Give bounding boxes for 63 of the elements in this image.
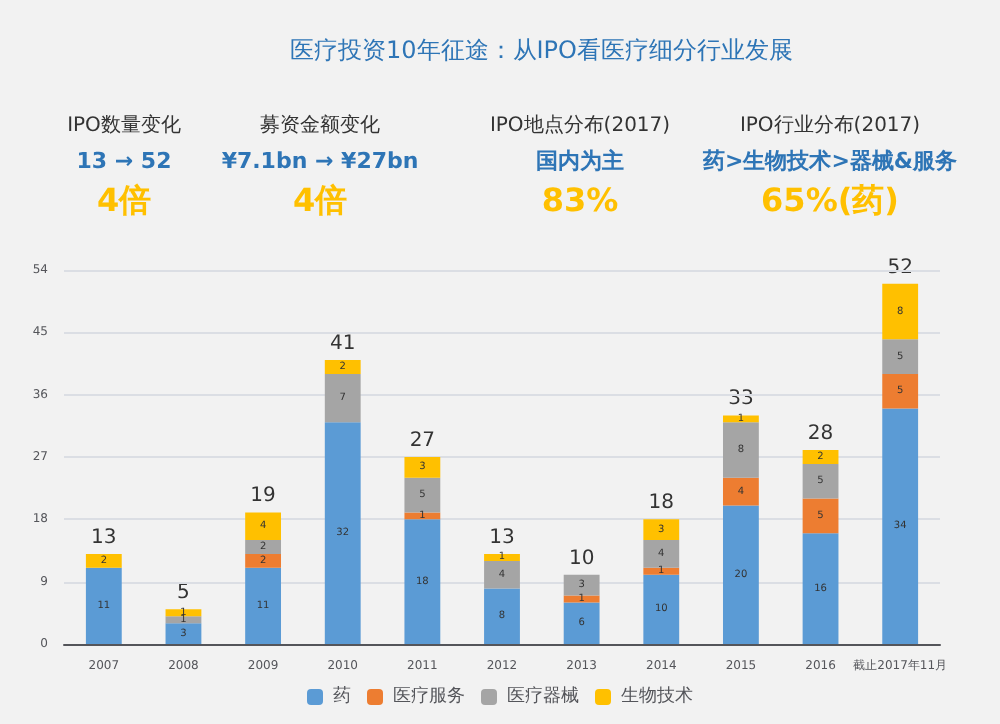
bar <box>643 567 680 575</box>
total-label: 10 <box>568 547 595 570</box>
bar <box>245 567 282 644</box>
total-label: 41 <box>329 333 356 356</box>
text: ¥7.1bn → ¥27bn <box>221 148 419 174</box>
bar <box>245 553 282 568</box>
bar <box>802 450 839 464</box>
legend-label: 药 <box>333 685 351 707</box>
bar <box>165 609 202 617</box>
bar <box>245 512 282 541</box>
total-label: 5 <box>177 582 190 605</box>
bar <box>722 422 759 478</box>
bar <box>882 373 919 409</box>
text: 83% <box>541 181 619 219</box>
text: 募资金额变化 <box>260 113 380 137</box>
bar <box>404 512 441 520</box>
bar <box>484 553 520 561</box>
bar <box>722 505 759 644</box>
total-label: 28 <box>807 423 834 446</box>
text: IPO行业分布(2017) <box>739 113 921 137</box>
bar <box>484 560 520 589</box>
total-label: 18 <box>648 492 675 515</box>
bar <box>722 477 759 506</box>
bar <box>643 519 680 541</box>
legend-label: 生物技术 <box>621 685 693 707</box>
bar <box>643 574 680 644</box>
total-label: 27 <box>409 430 436 452</box>
total-label: 19 <box>250 485 276 508</box>
bar <box>85 567 122 644</box>
text: 65%(药) <box>761 181 899 219</box>
bar <box>404 457 441 478</box>
total-label: 13 <box>489 526 515 549</box>
text: IPO地点分布(2017) <box>489 113 671 137</box>
bar <box>324 373 361 423</box>
bar <box>802 463 839 499</box>
text: IPO数量变化 <box>67 113 181 137</box>
text: 药>生物技术>器械&服务 <box>700 148 958 174</box>
bar <box>643 540 680 568</box>
bar <box>882 283 919 340</box>
bar <box>404 519 441 644</box>
bar <box>85 553 122 568</box>
legend-label: 医疗器械 <box>507 685 579 707</box>
bar <box>484 588 520 644</box>
text: 4倍 <box>292 181 348 219</box>
text: 国内为主 <box>536 148 624 174</box>
bar <box>324 422 361 644</box>
bar <box>324 360 361 374</box>
bar <box>802 498 839 534</box>
bar <box>165 623 202 644</box>
legend-label: 医疗服务 <box>393 685 465 707</box>
bar <box>563 574 600 596</box>
bar <box>802 533 839 644</box>
bar <box>882 408 919 644</box>
chart-title: 医疗投资10年征途：从IPO看医疗细分行业发展 <box>290 36 793 64</box>
bar <box>563 602 600 644</box>
bar <box>722 415 759 423</box>
text: 13 → 52 <box>76 148 172 174</box>
bar <box>165 616 202 624</box>
bar <box>245 540 282 554</box>
bar <box>882 339 919 374</box>
text: 4倍 <box>96 181 152 219</box>
bar <box>404 477 441 513</box>
total-label: 13 <box>91 526 117 549</box>
